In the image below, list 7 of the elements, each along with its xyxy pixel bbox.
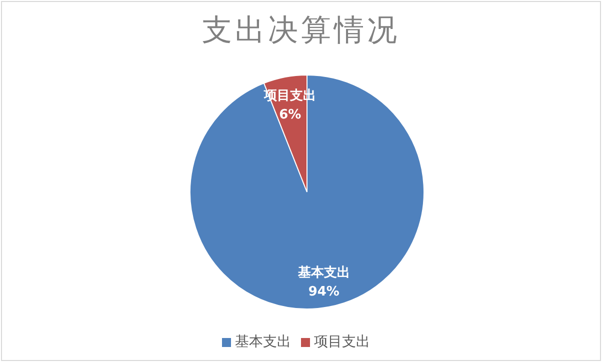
legend-label: 项目支出 [314, 334, 370, 350]
slice-label: 基本支出 [296, 265, 350, 280]
pie-slice [190, 74, 424, 310]
chart-title: 支出决算情况 [201, 12, 401, 50]
data-label: 6% [279, 108, 302, 123]
data-label: 94% [308, 284, 340, 300]
legend-label: 基本支出 [235, 334, 291, 350]
